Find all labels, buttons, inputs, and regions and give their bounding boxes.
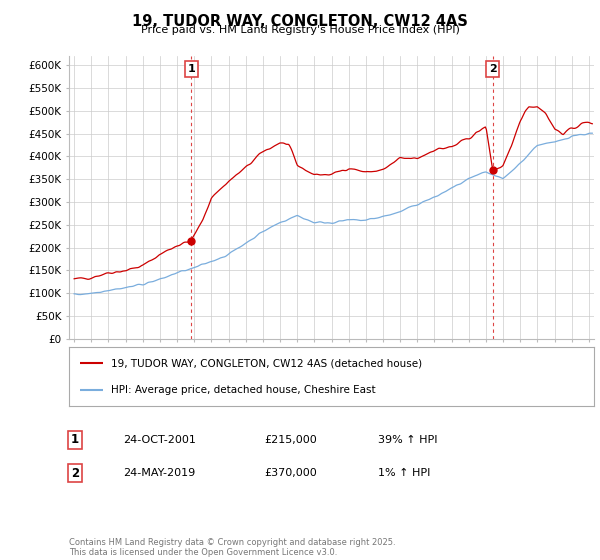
Text: 24-OCT-2001: 24-OCT-2001	[123, 435, 196, 445]
Text: HPI: Average price, detached house, Cheshire East: HPI: Average price, detached house, Ches…	[111, 385, 376, 395]
Text: 1: 1	[71, 433, 79, 446]
Text: 2: 2	[489, 64, 497, 74]
Text: Contains HM Land Registry data © Crown copyright and database right 2025.
This d: Contains HM Land Registry data © Crown c…	[69, 538, 395, 557]
Text: 1: 1	[187, 64, 195, 74]
Text: Price paid vs. HM Land Registry's House Price Index (HPI): Price paid vs. HM Land Registry's House …	[140, 25, 460, 35]
Text: £215,000: £215,000	[264, 435, 317, 445]
Text: £370,000: £370,000	[264, 468, 317, 478]
Text: 19, TUDOR WAY, CONGLETON, CW12 4AS (detached house): 19, TUDOR WAY, CONGLETON, CW12 4AS (deta…	[111, 358, 422, 368]
Text: 39% ↑ HPI: 39% ↑ HPI	[378, 435, 437, 445]
Text: 2: 2	[71, 466, 79, 480]
Text: 1% ↑ HPI: 1% ↑ HPI	[378, 468, 430, 478]
Text: 24-MAY-2019: 24-MAY-2019	[123, 468, 195, 478]
Text: 19, TUDOR WAY, CONGLETON, CW12 4AS: 19, TUDOR WAY, CONGLETON, CW12 4AS	[132, 14, 468, 29]
